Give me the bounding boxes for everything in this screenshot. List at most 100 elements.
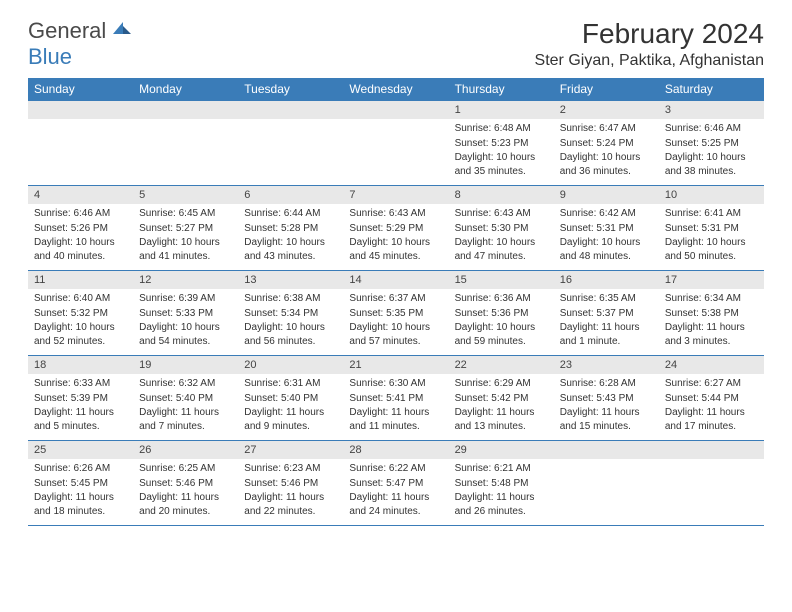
day-content <box>28 119 133 175</box>
sunrise-text: Sunrise: 6:36 AM <box>455 292 548 306</box>
daylight-text: Daylight: 11 hours and 9 minutes. <box>244 406 337 433</box>
sunset-text: Sunset: 5:37 PM <box>560 307 653 321</box>
sunrise-text: Sunrise: 6:30 AM <box>349 377 442 391</box>
day-content-cell: Sunrise: 6:44 AMSunset: 5:28 PMDaylight:… <box>238 204 343 271</box>
sunrise-text: Sunrise: 6:39 AM <box>139 292 232 306</box>
day-content: Sunrise: 6:45 AMSunset: 5:27 PMDaylight:… <box>133 204 238 270</box>
day-content-cell: Sunrise: 6:46 AMSunset: 5:25 PMDaylight:… <box>659 119 764 186</box>
day-content: Sunrise: 6:43 AMSunset: 5:29 PMDaylight:… <box>343 204 448 270</box>
day-number-cell <box>28 101 133 120</box>
day-content: Sunrise: 6:34 AMSunset: 5:38 PMDaylight:… <box>659 289 764 355</box>
day-content: Sunrise: 6:29 AMSunset: 5:42 PMDaylight:… <box>449 374 554 440</box>
day-content-cell: Sunrise: 6:48 AMSunset: 5:23 PMDaylight:… <box>449 119 554 186</box>
daylight-text: Daylight: 10 hours and 54 minutes. <box>139 321 232 348</box>
day-number-cell: 23 <box>554 356 659 375</box>
day-content: Sunrise: 6:27 AMSunset: 5:44 PMDaylight:… <box>659 374 764 440</box>
day-content-cell <box>28 119 133 186</box>
day-number-cell: 11 <box>28 271 133 290</box>
sunset-text: Sunset: 5:40 PM <box>244 392 337 406</box>
day-content-cell: Sunrise: 6:41 AMSunset: 5:31 PMDaylight:… <box>659 204 764 271</box>
day-number-row: 18192021222324 <box>28 356 764 375</box>
daylight-text: Daylight: 10 hours and 48 minutes. <box>560 236 653 263</box>
weekday-header: Saturday <box>659 78 764 101</box>
day-content: Sunrise: 6:32 AMSunset: 5:40 PMDaylight:… <box>133 374 238 440</box>
day-number <box>659 441 764 459</box>
day-number-cell: 20 <box>238 356 343 375</box>
day-number-cell: 12 <box>133 271 238 290</box>
day-number: 28 <box>343 441 448 459</box>
day-number-cell <box>238 101 343 120</box>
sunset-text: Sunset: 5:35 PM <box>349 307 442 321</box>
day-number: 1 <box>449 101 554 119</box>
sunrise-text: Sunrise: 6:40 AM <box>34 292 127 306</box>
day-number-cell: 18 <box>28 356 133 375</box>
day-number <box>554 441 659 459</box>
day-number: 6 <box>238 186 343 204</box>
day-number-row: 45678910 <box>28 186 764 205</box>
sunrise-text: Sunrise: 6:32 AM <box>139 377 232 391</box>
day-content-cell: Sunrise: 6:31 AMSunset: 5:40 PMDaylight:… <box>238 374 343 441</box>
day-number: 3 <box>659 101 764 119</box>
day-number-cell: 3 <box>659 101 764 120</box>
day-number: 27 <box>238 441 343 459</box>
daylight-text: Daylight: 11 hours and 26 minutes. <box>455 491 548 518</box>
day-number: 24 <box>659 356 764 374</box>
daylight-text: Daylight: 10 hours and 59 minutes. <box>455 321 548 348</box>
day-content-cell: Sunrise: 6:36 AMSunset: 5:36 PMDaylight:… <box>449 289 554 356</box>
daylight-text: Daylight: 10 hours and 35 minutes. <box>455 151 548 178</box>
day-number: 23 <box>554 356 659 374</box>
sunrise-text: Sunrise: 6:46 AM <box>665 122 758 136</box>
day-content-cell: Sunrise: 6:42 AMSunset: 5:31 PMDaylight:… <box>554 204 659 271</box>
day-number-cell: 14 <box>343 271 448 290</box>
weekday-header: Friday <box>554 78 659 101</box>
day-content-cell <box>554 459 659 526</box>
sunset-text: Sunset: 5:23 PM <box>455 137 548 151</box>
daylight-text: Daylight: 10 hours and 38 minutes. <box>665 151 758 178</box>
sunrise-text: Sunrise: 6:25 AM <box>139 462 232 476</box>
day-number-cell: 5 <box>133 186 238 205</box>
day-content-cell: Sunrise: 6:23 AMSunset: 5:46 PMDaylight:… <box>238 459 343 526</box>
sunrise-text: Sunrise: 6:33 AM <box>34 377 127 391</box>
day-content: Sunrise: 6:22 AMSunset: 5:47 PMDaylight:… <box>343 459 448 525</box>
sunrise-text: Sunrise: 6:45 AM <box>139 207 232 221</box>
daylight-text: Daylight: 11 hours and 15 minutes. <box>560 406 653 433</box>
sunset-text: Sunset: 5:33 PM <box>139 307 232 321</box>
sunrise-text: Sunrise: 6:38 AM <box>244 292 337 306</box>
day-content: Sunrise: 6:23 AMSunset: 5:46 PMDaylight:… <box>238 459 343 525</box>
day-content: Sunrise: 6:43 AMSunset: 5:30 PMDaylight:… <box>449 204 554 270</box>
day-content-cell: Sunrise: 6:37 AMSunset: 5:35 PMDaylight:… <box>343 289 448 356</box>
sunrise-text: Sunrise: 6:21 AM <box>455 462 548 476</box>
day-number: 29 <box>449 441 554 459</box>
day-number-cell: 6 <box>238 186 343 205</box>
daylight-text: Daylight: 10 hours and 43 minutes. <box>244 236 337 263</box>
sunrise-text: Sunrise: 6:35 AM <box>560 292 653 306</box>
day-content: Sunrise: 6:26 AMSunset: 5:45 PMDaylight:… <box>28 459 133 525</box>
day-content: Sunrise: 6:21 AMSunset: 5:48 PMDaylight:… <box>449 459 554 525</box>
day-content-cell: Sunrise: 6:25 AMSunset: 5:46 PMDaylight:… <box>133 459 238 526</box>
day-content: Sunrise: 6:25 AMSunset: 5:46 PMDaylight:… <box>133 459 238 525</box>
day-content-row: Sunrise: 6:48 AMSunset: 5:23 PMDaylight:… <box>28 119 764 186</box>
day-content: Sunrise: 6:30 AMSunset: 5:41 PMDaylight:… <box>343 374 448 440</box>
sunset-text: Sunset: 5:24 PM <box>560 137 653 151</box>
day-number-cell: 16 <box>554 271 659 290</box>
day-content-cell: Sunrise: 6:47 AMSunset: 5:24 PMDaylight:… <box>554 119 659 186</box>
sunrise-text: Sunrise: 6:43 AM <box>455 207 548 221</box>
day-content-cell <box>343 119 448 186</box>
day-number: 13 <box>238 271 343 289</box>
day-content-cell: Sunrise: 6:43 AMSunset: 5:30 PMDaylight:… <box>449 204 554 271</box>
weekday-header: Sunday <box>28 78 133 101</box>
daylight-text: Daylight: 10 hours and 52 minutes. <box>34 321 127 348</box>
sunrise-text: Sunrise: 6:22 AM <box>349 462 442 476</box>
day-number-row: 2526272829 <box>28 441 764 460</box>
day-number-cell: 21 <box>343 356 448 375</box>
sunset-text: Sunset: 5:41 PM <box>349 392 442 406</box>
day-number <box>343 101 448 119</box>
sunrise-text: Sunrise: 6:31 AM <box>244 377 337 391</box>
day-content <box>238 119 343 175</box>
day-content: Sunrise: 6:31 AMSunset: 5:40 PMDaylight:… <box>238 374 343 440</box>
day-content-row: Sunrise: 6:33 AMSunset: 5:39 PMDaylight:… <box>28 374 764 441</box>
daylight-text: Daylight: 10 hours and 56 minutes. <box>244 321 337 348</box>
daylight-text: Daylight: 11 hours and 13 minutes. <box>455 406 548 433</box>
sunset-text: Sunset: 5:25 PM <box>665 137 758 151</box>
day-number-cell: 7 <box>343 186 448 205</box>
